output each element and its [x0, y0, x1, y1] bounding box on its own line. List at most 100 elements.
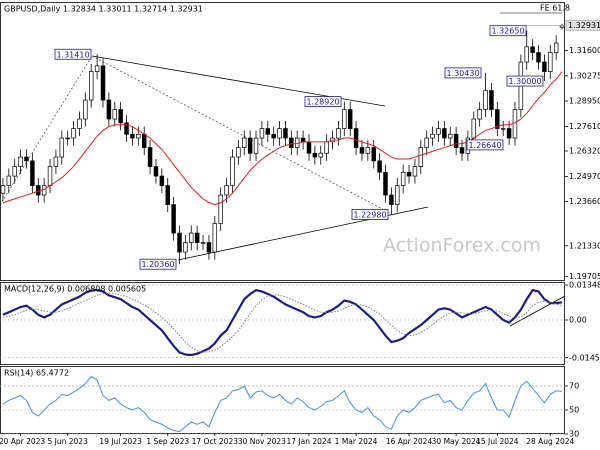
candle-body	[100, 65, 106, 101]
candle-body	[212, 223, 218, 253]
candle-body	[283, 128, 288, 139]
candle-body	[83, 99, 88, 120]
annotation-label: 1.28920	[306, 98, 339, 107]
x-tick-label: 17 Jan 2024	[287, 437, 332, 446]
indicator-line	[2, 288, 563, 357]
candle-body	[153, 166, 159, 177]
candle-body	[59, 137, 65, 158]
candle-body	[506, 128, 512, 139]
candle-body	[206, 242, 212, 253]
y-tick-label: 1.26320	[569, 146, 600, 155]
x-tick-label: 19 Jul 2023	[99, 437, 142, 446]
watermark: ActionForex.com	[383, 235, 541, 257]
candle-body	[88, 71, 94, 101]
candle-body	[183, 242, 188, 253]
candle-body	[500, 128, 506, 130]
candle-body	[542, 61, 547, 72]
candle-body	[271, 133, 276, 139]
annotation-box	[54, 48, 92, 60]
panel-frame	[0, 366, 565, 434]
y-tick-label: 1.23660	[569, 197, 600, 206]
annotation-label: 1.30000	[508, 77, 541, 86]
x-tick-label: 30 Nov 2023	[238, 437, 286, 446]
candle-body	[259, 128, 265, 139]
annotation-label: 1.32650	[491, 27, 524, 36]
candle-body	[165, 185, 170, 205]
candle-body	[342, 109, 347, 129]
candle-body	[289, 137, 294, 148]
candle-body	[124, 122, 129, 135]
candle-body	[395, 185, 400, 205]
candle-body	[430, 133, 435, 139]
x-tick-label: 1 Sep 2023	[146, 437, 189, 446]
last-price-label: 1.32931	[568, 21, 600, 30]
annotation-label: 1.30430	[446, 69, 479, 78]
x-tick-label: 1 Mar 2024	[335, 437, 378, 446]
panel-frame	[0, 282, 565, 365]
candle-body	[24, 156, 29, 162]
candle-body	[453, 133, 459, 148]
x-tick-label: 28 Aug 2024	[526, 437, 574, 446]
candle-body	[389, 194, 394, 205]
candle-body	[459, 147, 465, 154]
candle-body	[294, 137, 300, 148]
candle-body	[47, 166, 53, 186]
candle-body	[406, 171, 412, 177]
candle-body	[171, 204, 176, 234]
candle-body	[489, 90, 494, 110]
macd-trend-line	[509, 295, 566, 327]
candle-body	[147, 147, 153, 167]
candle-body	[318, 152, 323, 158]
candle-body	[112, 109, 117, 120]
projection-line	[91, 55, 391, 214]
y-tick-label: 1.19705	[569, 272, 600, 281]
candle-body	[471, 118, 477, 139]
candle-body	[94, 65, 100, 72]
panel-frame	[0, 2, 565, 281]
y-tick-label: 50	[569, 405, 579, 414]
candle-body	[524, 46, 529, 63]
annotation-label: 1.22980	[353, 210, 386, 219]
candle-body	[118, 109, 123, 124]
candle-body	[130, 133, 135, 139]
candle-body	[436, 128, 441, 135]
annotation-box	[139, 258, 177, 270]
panel-title: GBPUSD,Daily 1.32834 1.33011 1.32714 1.3…	[4, 5, 203, 14]
x-tick-label: 15 Jul 2024	[476, 437, 519, 446]
annotation-label: 1.31410	[56, 50, 89, 59]
x-tick-label: 30 May 2024	[432, 437, 481, 446]
candle-body	[265, 128, 271, 135]
y-tick-label: 1.24970	[569, 172, 600, 181]
candle-body	[400, 171, 406, 186]
candle-body	[65, 137, 70, 140]
annotation-box	[304, 96, 342, 107]
candle-body	[336, 128, 341, 139]
candle-body	[442, 128, 447, 139]
annotation-label: 1.26640	[468, 141, 501, 150]
projection-line	[0, 55, 93, 206]
candle-body	[418, 147, 424, 167]
y-tick-label: 1.30275	[569, 71, 600, 80]
candle-body	[495, 109, 500, 129]
candle-body	[106, 99, 112, 120]
candle-body	[359, 147, 365, 154]
y-tick-label: 0.013489	[569, 280, 600, 289]
y-tick-label: 1.31600	[569, 46, 600, 55]
annotation-box	[506, 75, 544, 87]
annotation-label: 1.20360	[141, 260, 174, 269]
candle-body	[53, 156, 59, 167]
candle-body	[194, 232, 200, 243]
candle-body	[253, 137, 259, 154]
candle-body	[530, 46, 535, 53]
candle-body	[347, 109, 353, 129]
candle-body	[30, 160, 35, 186]
candle-body	[512, 109, 518, 139]
candle-body	[6, 175, 12, 186]
candle-body	[177, 232, 182, 253]
candle-body	[371, 147, 376, 162]
candle-body	[242, 137, 247, 148]
candle-body	[77, 118, 82, 129]
y-tick-label: 1.21330	[569, 241, 600, 250]
candle-body	[477, 109, 482, 120]
